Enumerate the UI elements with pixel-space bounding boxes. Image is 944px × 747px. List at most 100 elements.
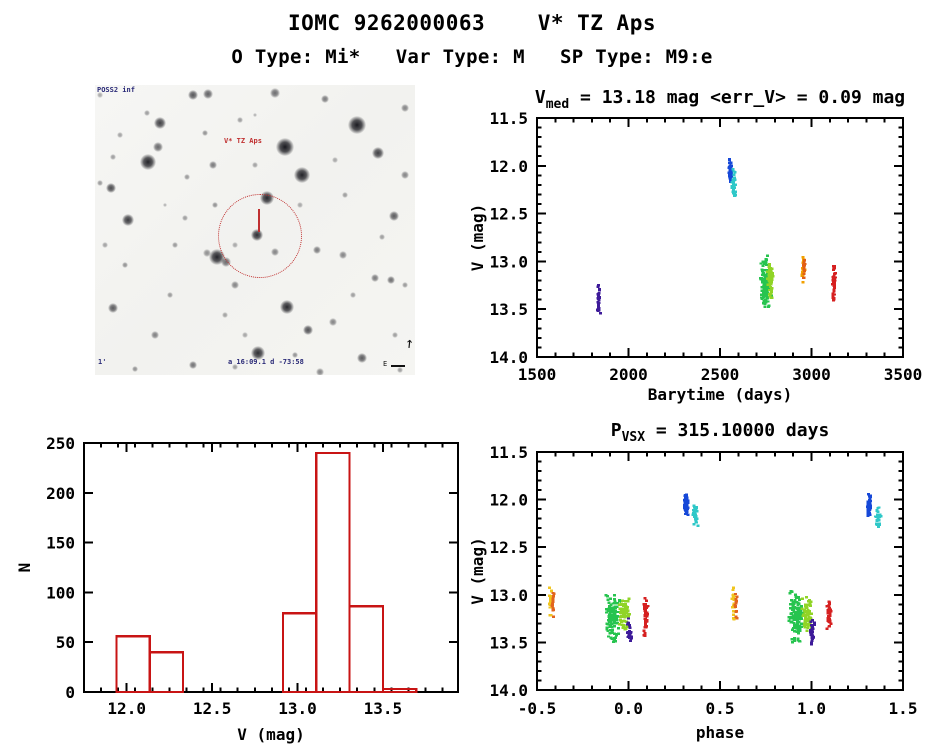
point: [795, 596, 799, 600]
x-tick-label: 12.0: [107, 699, 146, 718]
x-tick-label: 13.5: [364, 699, 403, 718]
point: [825, 604, 829, 608]
point: [611, 618, 615, 622]
point: [834, 271, 838, 275]
point: [831, 299, 835, 302]
point: [809, 616, 813, 619]
point: [760, 268, 764, 271]
point: [806, 609, 810, 612]
point: [787, 616, 791, 619]
star: [221, 257, 231, 267]
y-tick-label: 100: [46, 583, 75, 602]
bar: [348, 605, 384, 694]
point: [686, 513, 690, 517]
point: [797, 632, 801, 635]
point: [833, 279, 837, 282]
cluster-orange-a: [550, 591, 556, 618]
point: [802, 624, 806, 627]
point: [827, 625, 831, 628]
point: [791, 641, 795, 644]
point: [733, 178, 737, 181]
point: [790, 615, 794, 618]
point: [869, 494, 873, 497]
star: [97, 180, 103, 186]
star: [153, 142, 163, 152]
point: [609, 603, 613, 606]
point: [765, 291, 769, 295]
point: [829, 609, 833, 613]
point: [732, 177, 736, 180]
target-pointer-line: [258, 209, 260, 232]
point: [610, 625, 614, 628]
point: [626, 621, 630, 625]
cluster-orange-b: [733, 592, 739, 620]
point: [607, 620, 611, 623]
coordinates-label: a 16:09.1 d -73:58: [228, 358, 304, 366]
star: [251, 346, 265, 360]
point: [733, 604, 737, 607]
point: [624, 603, 628, 606]
point: [620, 610, 624, 613]
point: [733, 192, 737, 196]
point: [762, 288, 766, 291]
point: [792, 626, 796, 630]
point: [802, 609, 806, 612]
star: [154, 117, 166, 129]
point: [769, 294, 773, 298]
x-axis-label: V (mag): [237, 725, 304, 744]
point: [759, 293, 763, 296]
star: [280, 300, 294, 314]
y-axis-label: N: [15, 563, 34, 573]
axes-box: [536, 451, 904, 691]
point: [794, 627, 798, 630]
point: [695, 510, 699, 513]
point: [877, 515, 881, 518]
point: [802, 261, 806, 265]
point: [549, 614, 553, 617]
point: [765, 285, 769, 288]
point: [790, 598, 794, 602]
point: [616, 610, 620, 614]
point: [826, 617, 830, 620]
y-tick-label: 50: [56, 633, 75, 652]
bar: [148, 651, 185, 694]
point: [795, 625, 799, 629]
point: [685, 508, 689, 512]
bar: [381, 687, 418, 694]
point: [787, 619, 791, 623]
point: [626, 600, 630, 603]
point: [730, 181, 734, 184]
point: [769, 270, 773, 274]
star: [184, 174, 190, 180]
point: [614, 633, 618, 636]
point: [794, 613, 798, 616]
point: [803, 621, 807, 625]
point: [694, 506, 698, 510]
y-tick-label: 12.0: [489, 491, 528, 510]
point: [612, 616, 616, 620]
cluster-epoch4-darkorange: [801, 259, 807, 280]
point: [797, 621, 801, 624]
cluster-epoch2-cyan: [730, 168, 738, 197]
point: [792, 610, 796, 614]
star: [253, 113, 257, 117]
cluster-blue-b: [866, 493, 873, 517]
point: [615, 605, 619, 609]
star: [316, 368, 324, 375]
point: [551, 594, 555, 598]
bar: [115, 635, 151, 694]
point: [810, 643, 814, 646]
compass-east-line: [391, 365, 405, 367]
point: [791, 602, 795, 605]
point: [728, 177, 732, 180]
point: [606, 598, 610, 601]
point: [764, 283, 768, 287]
point: [644, 624, 648, 628]
point: [831, 276, 835, 279]
cluster-epoch3-lime: [765, 262, 775, 299]
point: [685, 511, 689, 515]
star: [202, 130, 208, 136]
point: [686, 499, 690, 502]
point: [606, 623, 610, 626]
y-tick-label: 13.0: [489, 586, 528, 605]
